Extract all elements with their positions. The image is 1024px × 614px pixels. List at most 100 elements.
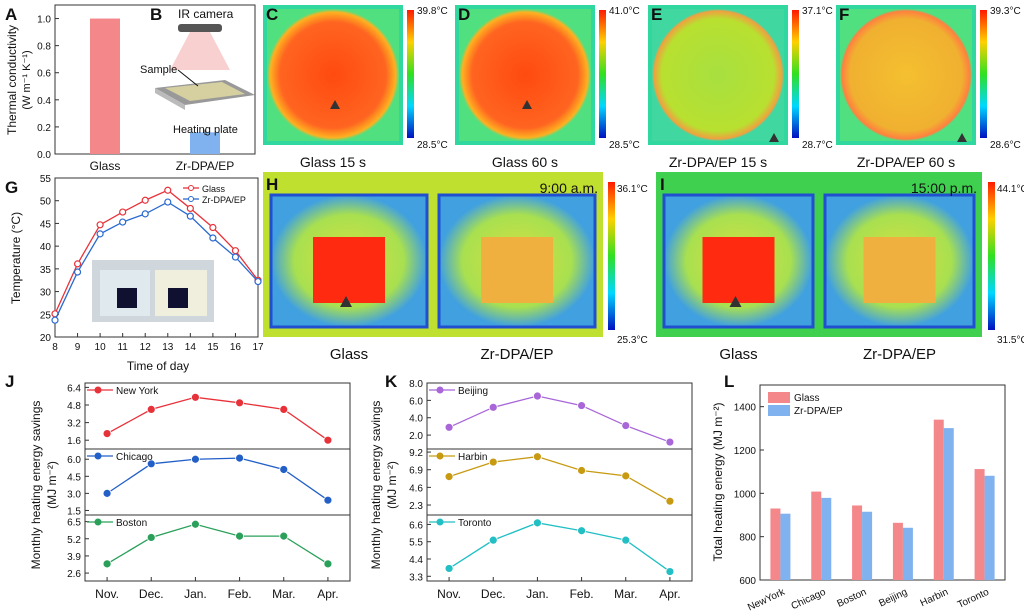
data-point (73, 268, 82, 276)
y-tick-label: 40 (40, 242, 52, 253)
colorbar-min: 28.5°C (609, 140, 640, 151)
x-tick-label: 14 (185, 342, 197, 353)
x-tick-label: 9 (75, 342, 81, 353)
image-left-label: Glass (719, 346, 757, 363)
colorbar (599, 10, 606, 138)
y-tick-label: 30 (40, 288, 52, 299)
sample-square (313, 237, 385, 303)
y-axis-label-unit: (MJ m⁻²) (45, 461, 59, 509)
y-tick-label: 800 (739, 533, 756, 544)
y-tick-label: 1.6 (67, 436, 81, 447)
y-tick-label: 3.2 (67, 419, 81, 430)
x-tick-label: Nov. (437, 587, 461, 601)
image-right-label: Zr-DPA/EP (480, 346, 553, 363)
x-tick-label: Harbin (919, 587, 950, 609)
series-line-0 (54, 189, 259, 315)
bar-Glass-Toronto (974, 469, 985, 580)
data-point (665, 567, 675, 576)
data-point (164, 198, 172, 206)
sample-arrow (177, 69, 199, 87)
data-point (209, 223, 217, 232)
inset-square (168, 288, 188, 308)
y-tick-label: 6.5 (67, 518, 81, 529)
data-point (235, 531, 244, 541)
time-label: 9:00 a.m. (540, 180, 598, 196)
data-point (51, 316, 59, 324)
legend-marker (436, 386, 444, 394)
data-point (577, 466, 586, 475)
y-tick-label: 50 (40, 197, 52, 208)
y-tick-label: 8.0 (409, 379, 423, 390)
panel-letter-I: I (660, 175, 665, 194)
y-tick-label: 35 (40, 265, 52, 276)
y-tick-label: 4.0 (409, 414, 423, 425)
y-tick-label: 3.0 (67, 489, 81, 500)
legend-label: Toronto (458, 518, 492, 529)
y-tick-label: 20 (40, 333, 52, 344)
data-point (488, 457, 498, 467)
y-axis-label-unit: (MJ m⁻²) (385, 461, 399, 509)
marker-triangle-icon (957, 133, 967, 142)
legend-marker (94, 386, 102, 394)
data-point (186, 204, 194, 213)
y-tick-label: 0.8 (37, 42, 51, 53)
colorbar-min: 25.3°C (617, 335, 648, 346)
series-line-New York (106, 396, 329, 441)
x-tick-label: Beijing (877, 587, 909, 610)
legend-label: Harbin (458, 452, 487, 463)
thermal-caption: Glass 60 s (492, 154, 558, 170)
image-right-label: Zr-DPA/EP (863, 346, 936, 363)
bar-Glass-Boston (852, 505, 863, 580)
data-point (146, 533, 156, 542)
panel-letter-A: A (5, 5, 17, 24)
x-tick-label: Mar. (614, 587, 637, 601)
y-tick-label: 3.9 (67, 552, 81, 563)
data-point (533, 452, 542, 462)
data-point (279, 531, 289, 541)
data-point (119, 218, 127, 226)
plate-label: Heating plate (173, 124, 238, 136)
legend-marker (188, 185, 194, 191)
data-point (102, 488, 112, 498)
data-point (488, 535, 498, 545)
y-axis-label-unit: (W m⁻¹ K⁻¹) (21, 50, 33, 109)
x-tick-label: 8 (52, 342, 58, 353)
x-tick-label: Feb. (570, 587, 594, 601)
y-tick-label: 4.5 (67, 472, 81, 483)
x-tick-label: Nov. (95, 587, 119, 601)
y-tick-label: 6.0 (67, 455, 81, 466)
x-tick-label: Mar. (272, 587, 295, 601)
bar-Zr-DPA/EP-Chicago (821, 497, 832, 580)
y-tick-label: 4.4 (409, 555, 423, 566)
data-point (279, 465, 289, 474)
heating-plate-side (155, 88, 185, 110)
legend-marker (436, 452, 444, 460)
legend-marker (436, 518, 444, 526)
data-point (323, 559, 333, 569)
bar-Zr-DPA/EP-NewYork (780, 513, 791, 580)
data-point (444, 564, 454, 573)
data-point (533, 518, 542, 528)
y-tick-label: 25 (40, 310, 52, 321)
x-tick-label: Glass (90, 159, 121, 173)
marker-triangle-icon (522, 100, 532, 109)
data-point (96, 221, 104, 229)
colorbar-max: 39.8°C (417, 6, 448, 17)
legend-label: Chicago (116, 452, 153, 463)
data-point (533, 391, 542, 401)
y-tick-label: 2.6 (67, 569, 81, 580)
colorbar-max: 36.1°C (617, 184, 648, 195)
y-tick-label: 2.3 (409, 501, 423, 512)
data-point (665, 437, 675, 447)
x-tick-label: Dec. (139, 587, 164, 601)
y-tick-label: 6.4 (67, 383, 81, 394)
axes-frame (759, 384, 1006, 581)
x-tick-label: 15 (207, 342, 219, 353)
colorbar-max: 44.1°C (997, 184, 1024, 195)
data-point (191, 519, 200, 529)
y-tick-label: 1200 (734, 446, 757, 457)
legend-label: Glass (794, 393, 820, 404)
sample-square (863, 237, 936, 303)
